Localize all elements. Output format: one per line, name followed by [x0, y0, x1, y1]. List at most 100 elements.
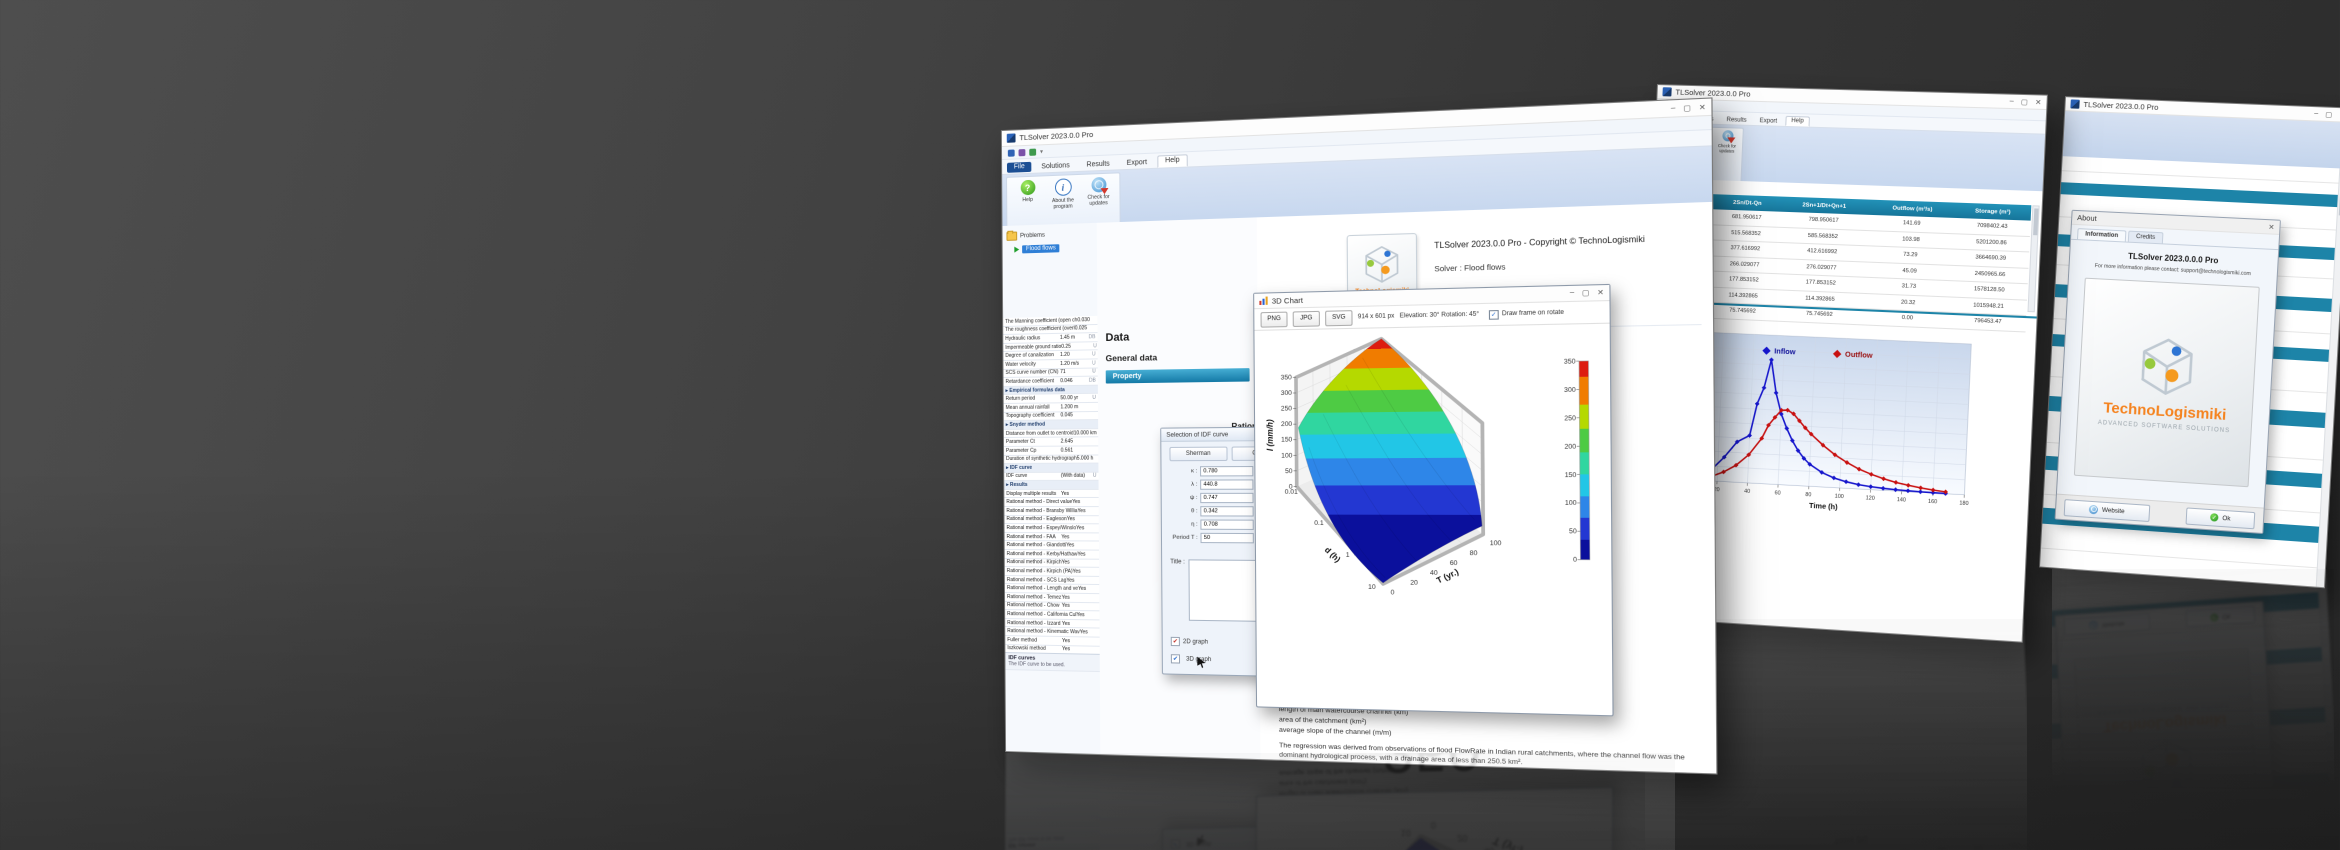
- parameter-input[interactable]: [1200, 466, 1254, 477]
- parameter-input[interactable]: [1200, 506, 1254, 517]
- svg-text:120: 120: [1866, 495, 1875, 502]
- check-updates-button[interactable]: Check for updates: [1714, 130, 1738, 185]
- close-icon: ✕: [1597, 289, 1604, 298]
- svg-text:0: 0: [1431, 820, 1437, 831]
- property-section[interactable]: ▸ Results: [1004, 481, 1099, 490]
- problem-tree[interactable]: Problems Flood flows: [1002, 222, 1098, 331]
- maximize-icon: ▢: [2325, 111, 2333, 119]
- report-band: [2060, 182, 2338, 208]
- chevron-down-icon[interactable]: ▾: [1040, 148, 1044, 155]
- export-jpg-button[interactable]: JPG: [1292, 310, 1320, 327]
- about-program-button[interactable]: i About the program: [1048, 178, 1078, 227]
- tab-help[interactable]: Help: [1784, 115, 1811, 127]
- globe-icon: [2088, 504, 2099, 514]
- svg-text:140: 140: [1936, 845, 1948, 850]
- tab-results[interactable]: Results: [1086, 160, 1110, 169]
- app-icon: [2070, 99, 2080, 109]
- ok-button[interactable]: ✓ Ok: [2185, 506, 2256, 529]
- info-icon: i: [1054, 178, 1072, 197]
- check-updates-button[interactable]: Check for updates: [1084, 176, 1114, 227]
- minimize-icon: –: [2314, 109, 2319, 117]
- svg-text:Inflow: Inflow: [1774, 346, 1796, 356]
- svg-text:20: 20: [1410, 579, 1418, 587]
- svg-text:0.01: 0.01: [1285, 488, 1299, 495]
- surface-plot-svg: 0 50 100 150 200 250 300 350 0.01 0.1 1 10 0 20 40 60…: [1265, 328, 1502, 597]
- tab-file[interactable]: File: [1006, 161, 1032, 173]
- parameter-input[interactable]: [1200, 519, 1255, 530]
- help-button[interactable]: ? Help: [1013, 179, 1043, 228]
- window-controls[interactable]: –▢✕: [1570, 288, 1604, 297]
- window-controls[interactable]: –▢✕: [1671, 103, 1706, 113]
- property-row[interactable]: Display multiple results Yes: [1004, 489, 1099, 499]
- x-axis-label: T (yr.): [1435, 567, 1461, 586]
- svg-text:Time (h): Time (h): [1834, 835, 1868, 847]
- window-controls[interactable]: –▢✕: [2314, 110, 2340, 119]
- parameter-input[interactable]: [1200, 479, 1254, 490]
- tab-help[interactable]: Help: [1156, 154, 1188, 168]
- minimize-icon: –: [1569, 289, 1575, 297]
- scrollbar-thumb[interactable]: [2032, 208, 2038, 236]
- 2d-graph-checkbox[interactable]: ✔ 2D graph: [1170, 636, 1211, 647]
- checkbox-icon: ✔: [1170, 654, 1181, 664]
- z-axis-label: I (mm/h): [1265, 419, 1275, 451]
- chart-icon: [1259, 296, 1268, 305]
- property-row[interactable]: IDF curve (With data) U: [1004, 472, 1099, 482]
- chart3d-window: 3D Chart – ▢ ✕ PNG JPG SVG 914 x 601 px El…: [1253, 283, 1614, 717]
- window-controls[interactable]: ✕: [2268, 223, 2274, 231]
- svg-text:60: 60: [1775, 490, 1781, 496]
- svg-text:200: 200: [1281, 421, 1293, 428]
- svg-text:250: 250: [1281, 405, 1293, 412]
- svg-text:1: 1: [1346, 552, 1350, 559]
- export-svg-button[interactable]: SVG: [1325, 309, 1353, 326]
- svg-text:160: 160: [1928, 499, 1937, 506]
- svg-text:350: 350: [1564, 358, 1576, 366]
- svg-text:20: 20: [1457, 833, 1468, 844]
- svg-text:80: 80: [1470, 550, 1478, 558]
- main-window-group: TLSolver 2023.0.0 Pro – ▢ ✕ ▾ File Solution…: [1000, 97, 1718, 850]
- save-icon[interactable]: [1007, 148, 1015, 157]
- report-text: length of main watercourse channel (km) …: [1278, 705, 1685, 767]
- svg-text:0: 0: [1289, 483, 1293, 490]
- property-row[interactable]: Duration of synthetic hydrograph 5.000 h: [1004, 454, 1099, 465]
- export-png-button[interactable]: PNG: [1260, 311, 1288, 328]
- copyright-line: TLSolver 2023.0.0 Pro - Copyright © Tech…: [1434, 234, 1645, 251]
- parameter-input[interactable]: [1200, 492, 1254, 504]
- tab-export[interactable]: Export: [1759, 118, 1778, 125]
- tab-information[interactable]: Information: [2077, 228, 2127, 242]
- globe-update-icon: [1721, 130, 1734, 142]
- svg-text:0: 0: [1573, 556, 1578, 564]
- tree-root[interactable]: Problems: [1006, 229, 1092, 241]
- parameter-field: λ :: [1170, 479, 1254, 490]
- website-button[interactable]: Website: [2063, 498, 2151, 522]
- svg-text:60: 60: [1450, 560, 1458, 568]
- property-section[interactable]: ▸ IDF curve: [1004, 463, 1099, 473]
- svg-text:10: 10: [1368, 584, 1376, 592]
- app-icon: [1006, 133, 1016, 143]
- graph-options: ✔ 2D graph ✔ 3D graph: [1170, 636, 1212, 664]
- svg-text:160: 160: [1972, 843, 1984, 850]
- tab-credits[interactable]: Credits: [2127, 230, 2164, 244]
- property-row[interactable]: Rational method - Espey/Winslo Yes: [1004, 524, 1099, 534]
- help-quick-icon[interactable]: [1018, 148, 1026, 156]
- curve-sherman-button[interactable]: Sherman: [1169, 446, 1228, 462]
- svg-text:100: 100: [1835, 493, 1844, 500]
- settings-quick-icon[interactable]: [1029, 148, 1037, 156]
- tree-item-flood-flows[interactable]: Flood flows: [1007, 243, 1093, 254]
- parameter-input[interactable]: [1200, 532, 1255, 544]
- svg-text:200: 200: [1564, 443, 1576, 451]
- window-controls[interactable]: –▢✕: [2009, 97, 2041, 106]
- property-bar[interactable]: Property: [1105, 368, 1250, 384]
- general-data-heading: General data: [1105, 352, 1158, 364]
- property-row[interactable]: Rational method - Direct value Yes: [1004, 498, 1099, 508]
- 3d-graph-button[interactable]: ✔ 3D graph: [1170, 654, 1211, 664]
- tab-export[interactable]: Export: [1126, 159, 1147, 167]
- property-row[interactable]: Rational method - Bransby Willia Yes: [1004, 507, 1099, 516]
- about-window-group: TLSolver 2023.0.0 Pro –▢✕: [2038, 96, 2340, 850]
- draw-frame-checkbox[interactable]: ✓ Draw frame on rotate: [1488, 308, 1564, 320]
- property-row[interactable]: Rational method - Eagleson Yes: [1004, 515, 1099, 525]
- data-heading: Data: [1105, 331, 1130, 345]
- tab-results[interactable]: Results: [1726, 117, 1747, 124]
- tab-solutions[interactable]: Solutions: [1041, 162, 1070, 171]
- size-label: 914 x 601 px: [1357, 313, 1395, 321]
- svg-text:80: 80: [1805, 492, 1811, 498]
